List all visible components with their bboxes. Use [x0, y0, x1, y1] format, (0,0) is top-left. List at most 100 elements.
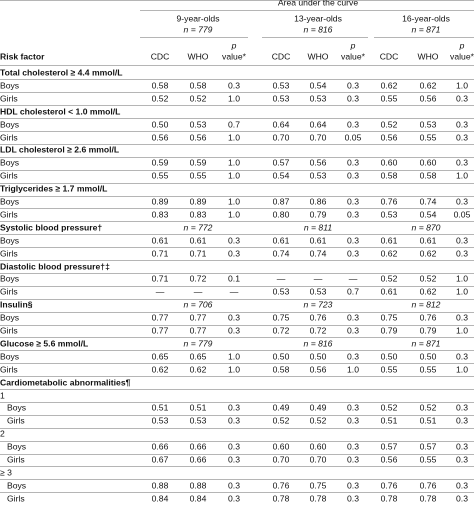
cell: 0.76 — [380, 196, 398, 207]
cell: 0.58 — [151, 80, 169, 91]
row-label: Boys — [0, 119, 20, 130]
cell: 0.52 — [380, 403, 398, 414]
cell: 0.53 — [272, 80, 290, 91]
cell: 0.7 — [228, 119, 240, 130]
cell: 0.88 — [189, 480, 207, 491]
cell: — — [193, 287, 203, 297]
cell: 0.61 — [419, 235, 437, 246]
cell: 1.0 — [228, 364, 240, 375]
cell: 0.53 — [151, 416, 169, 426]
cell: 0.51 — [151, 403, 169, 414]
cell: 0.76 — [419, 312, 437, 323]
rule — [0, 440, 474, 442]
row-label: Girls — [0, 93, 18, 104]
cell: 0.3 — [347, 351, 359, 362]
cell: 0.3 — [347, 493, 359, 504]
rule — [0, 285, 474, 287]
cell: 0.62 — [419, 248, 437, 259]
cell: 0.61 — [380, 287, 398, 297]
cell: 0.49 — [309, 403, 327, 414]
section-n: n = 871 — [411, 338, 441, 349]
row-label: Boys — [7, 441, 27, 452]
cell: 0.84 — [189, 493, 207, 504]
cell: 0.62 — [189, 364, 207, 375]
cell: 0.53 — [309, 93, 327, 104]
row-label: Boys — [0, 158, 20, 168]
section-n: n = 772 — [183, 222, 213, 233]
cell: 0.3 — [347, 416, 359, 426]
section-n: n = 812 — [411, 299, 441, 310]
cell: 0.60 — [309, 441, 327, 452]
group-n: n = 816 — [303, 24, 333, 35]
rule — [0, 298, 474, 300]
cell: 0.3 — [347, 235, 359, 246]
cell: 0.62 — [380, 80, 398, 91]
cell: 0.61 — [189, 235, 207, 246]
cell: 0.55 — [380, 93, 398, 104]
cell: 0.3 — [347, 93, 359, 104]
cell: 0.67 — [151, 454, 169, 465]
cell: 0.77 — [189, 312, 207, 323]
cell: 0.3 — [347, 454, 359, 465]
cell: 0.76 — [309, 312, 327, 323]
cell: 0.3 — [347, 312, 359, 323]
rule — [0, 208, 474, 210]
cell: 0.58 — [419, 170, 437, 181]
section-heading: LDL cholesterol ≥ 2.6 mmol/L — [0, 145, 120, 156]
cell: 0.74 — [419, 196, 437, 207]
cell: 0.61 — [380, 235, 398, 246]
cell: 0.50 — [151, 119, 169, 130]
cell: 0.3 — [456, 119, 468, 130]
cell: 0.51 — [380, 416, 398, 426]
row-label: Girls — [0, 132, 18, 143]
subgroup-label: 2 — [0, 428, 5, 439]
group-name: 9-year-olds — [176, 13, 220, 24]
cell: 0.75 — [380, 312, 398, 323]
section-heading: Systolic blood pressure† — [0, 222, 103, 233]
row-label: Boys — [0, 312, 20, 323]
cell: 1.0 — [347, 364, 359, 375]
cell: 0.52 — [189, 93, 207, 104]
cell: 0.56 — [380, 132, 398, 143]
column-header: CDC — [379, 51, 399, 62]
cell: 0.3 — [456, 416, 468, 426]
cell: 0.3 — [228, 248, 240, 259]
cell: 0.79 — [419, 325, 437, 336]
row-label: Girls — [0, 170, 18, 181]
cell: 0.71 — [189, 248, 207, 259]
cell: 0.3 — [347, 170, 359, 181]
row-label: Boys — [0, 351, 20, 362]
row-label: Girls — [0, 287, 18, 297]
cell: 0.64 — [309, 119, 327, 130]
row-label: Boys — [0, 274, 20, 285]
cell: — — [229, 287, 239, 297]
cell: 0.79 — [309, 209, 327, 220]
cell: 0.78 — [309, 493, 327, 504]
cell: 0.83 — [189, 209, 207, 220]
rule — [0, 118, 474, 120]
cell: 0.3 — [228, 312, 240, 323]
cell: 0.61 — [272, 235, 290, 246]
cell: 0.3 — [456, 403, 468, 414]
column-header: p — [231, 40, 237, 51]
cell: 0.55 — [419, 364, 437, 375]
cell: 0.76 — [272, 480, 290, 491]
group-n: n = 779 — [183, 24, 213, 35]
cell: 0.52 — [309, 416, 327, 426]
rule — [0, 337, 474, 339]
section-n: n = 811 — [303, 222, 333, 233]
cell: 0.3 — [228, 441, 240, 452]
cell: 1.0 — [456, 170, 468, 181]
cell: 0.55 — [380, 364, 398, 375]
column-header: value* — [450, 51, 474, 62]
column-header: value* — [341, 51, 365, 62]
cell: 0.53 — [189, 416, 207, 426]
cell: 0.05 — [344, 132, 362, 143]
section-n: n = 706 — [183, 299, 213, 310]
cell: 0.3 — [228, 235, 240, 246]
cell: — — [155, 287, 165, 297]
cell: 0.70 — [309, 454, 327, 465]
rule — [0, 143, 474, 145]
cell: 0.3 — [228, 325, 240, 336]
rule — [140, 37, 248, 38]
